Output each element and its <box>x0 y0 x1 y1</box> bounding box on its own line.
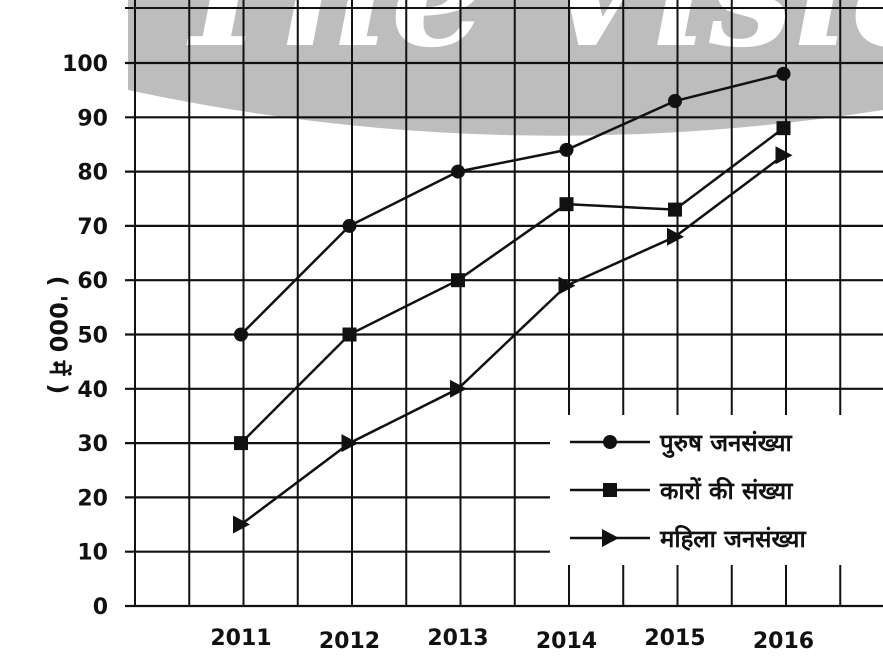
series-1 <box>234 66 791 342</box>
y-tick-label: 40 <box>77 378 108 403</box>
data-point <box>234 327 248 342</box>
legend-marker <box>603 483 617 497</box>
series-lines <box>233 66 793 534</box>
x-tick-label: 2012 <box>319 629 380 654</box>
legend-marker <box>603 435 617 449</box>
legend-marker <box>602 529 619 547</box>
x-tick-label: 2014 <box>536 629 597 654</box>
series-line <box>240 154 785 526</box>
y-tick-label: 30 <box>77 432 108 457</box>
x-tick-label: 2011 <box>210 626 271 651</box>
data-point <box>775 146 793 165</box>
x-tick-label: 2015 <box>644 626 705 651</box>
legend-item: कारों की संख्या <box>570 477 793 505</box>
data-point <box>776 121 791 136</box>
data-point <box>558 276 576 295</box>
y-tick-label: 60 <box>77 269 108 294</box>
legend-label: कारों की संख्या <box>659 477 793 505</box>
legend-label: पुरुष जनसंख्या <box>659 429 793 458</box>
data-point <box>234 436 248 451</box>
data-point <box>668 94 682 109</box>
series-line <box>240 127 785 444</box>
data-point <box>342 327 357 342</box>
x-tick-label: 2016 <box>753 629 814 654</box>
data-point <box>776 66 791 81</box>
watermark-band-shape <box>128 0 883 136</box>
data-point <box>451 164 465 179</box>
y-tick-label: 0 <box>93 595 108 620</box>
y-tick-label: 100 <box>62 52 108 77</box>
y-tick-label: 10 <box>77 541 108 566</box>
y-tick-label: 50 <box>77 324 108 349</box>
y-axis-label: ( '000 में ) <box>44 276 72 395</box>
data-point <box>450 379 467 398</box>
legend-item: महिला जनसंख्या <box>570 525 806 553</box>
series-3 <box>233 146 793 534</box>
data-point <box>341 434 359 453</box>
data-point <box>342 218 357 233</box>
data-point <box>667 227 684 246</box>
y-tick-label: 20 <box>77 486 108 511</box>
data-point <box>559 197 574 212</box>
y-axis-ticks: 0 10 20 30 40 50 60 70 80 90 100 <box>62 52 108 620</box>
y-tick-label: 80 <box>77 161 108 186</box>
watermark-band <box>128 0 883 136</box>
x-tick-label: 2013 <box>427 626 488 651</box>
y-tick-label: 90 <box>77 106 108 131</box>
legend-item: पुरुष जनसंख्या <box>570 429 793 458</box>
data-point <box>668 202 682 217</box>
series-2 <box>234 121 791 451</box>
data-point <box>451 273 465 288</box>
series-line <box>240 72 784 336</box>
data-point <box>559 142 574 157</box>
y-tick-label: 70 <box>77 215 108 240</box>
legend: पुरुष जनसंख्या कारों की संख्या महिला जनसंख… <box>550 415 883 565</box>
legend-label: महिला जनसंख्या <box>659 525 806 553</box>
x-axis-ticks: 2011 2012 2013 2014 2015 2016 <box>210 626 814 654</box>
watermark-text: The Vision <box>170 0 883 81</box>
data-point <box>233 515 250 534</box>
